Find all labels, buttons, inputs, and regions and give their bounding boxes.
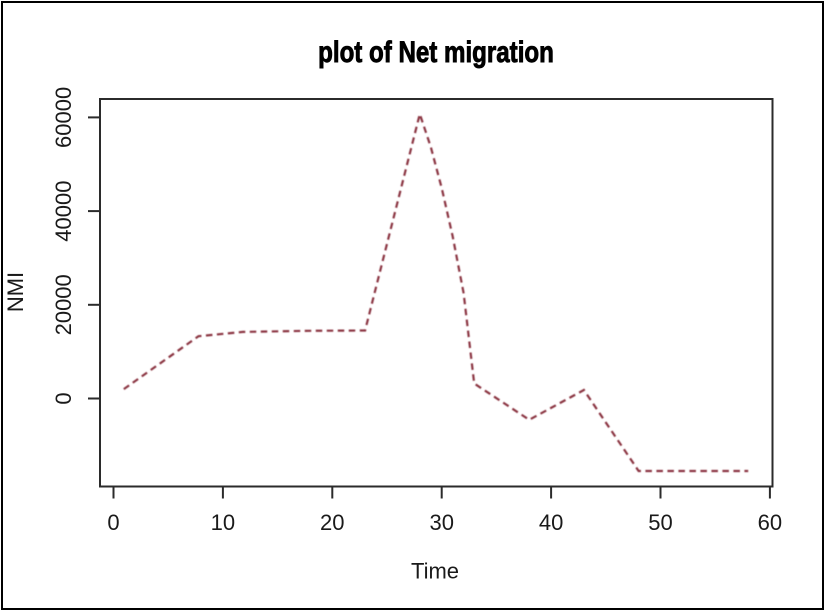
svg-text:20000: 20000: [51, 274, 76, 335]
svg-text:60: 60: [758, 510, 782, 535]
svg-text:NMI: NMI: [3, 272, 28, 312]
svg-text:Time: Time: [411, 559, 459, 584]
svg-text:10: 10: [211, 510, 235, 535]
svg-text:20: 20: [320, 510, 344, 535]
svg-text:60000: 60000: [51, 87, 76, 148]
svg-text:0: 0: [51, 392, 76, 404]
svg-text:30: 30: [429, 510, 453, 535]
svg-text:50: 50: [648, 510, 672, 535]
svg-text:40000: 40000: [51, 181, 76, 242]
svg-text:40: 40: [539, 510, 563, 535]
svg-text:plot of Net migration: plot of Net migration: [318, 34, 554, 68]
svg-text:0: 0: [107, 510, 119, 535]
